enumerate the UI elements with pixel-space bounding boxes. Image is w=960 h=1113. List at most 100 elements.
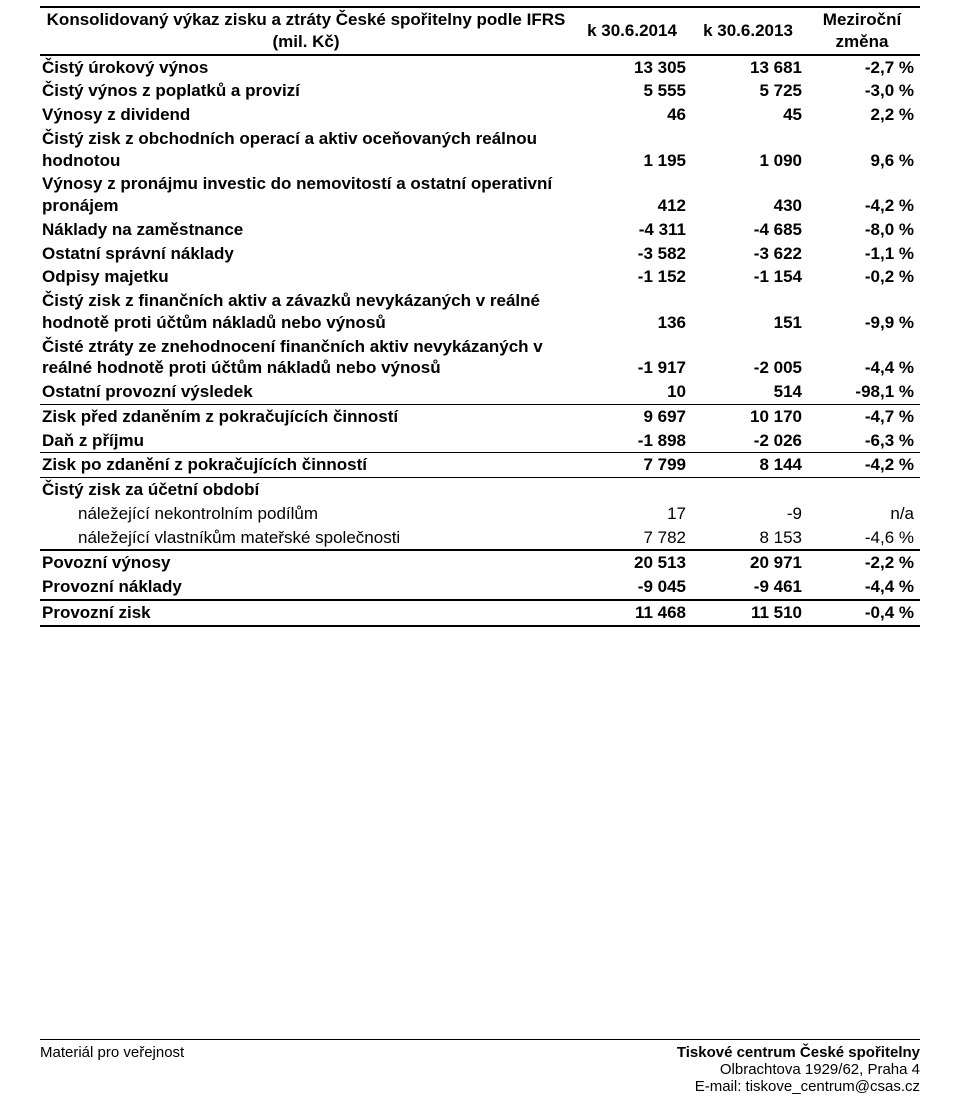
table-row: Čistý zisk z obchodních operací a aktiv … <box>40 127 920 173</box>
table-bottom-border <box>40 626 920 627</box>
row-value-2014: -1 898 <box>576 429 692 453</box>
row-value-2013: 13 681 <box>692 55 808 80</box>
row-value-2013: -1 154 <box>692 265 808 289</box>
row-value-change: -4,4 % <box>808 575 920 600</box>
footer-right-email: E-mail: tiskove_centrum@csas.cz <box>677 1078 920 1095</box>
row-label: náležející vlastníkům mateřské společnos… <box>40 526 576 551</box>
row-label: Výnosy z pronájmu investic do nemovitost… <box>40 172 576 218</box>
row-value-2014 <box>576 478 692 502</box>
row-value-2013: 45 <box>692 103 808 127</box>
row-label: Čistý úrokový výnos <box>40 55 576 80</box>
row-value-change: -4,2 % <box>808 453 920 478</box>
table-row: Povozní výnosy20 51320 971-2,2 % <box>40 550 920 575</box>
row-value-2014: -1 917 <box>576 335 692 381</box>
row-label: Zisk po zdanění z pokračujících činností <box>40 453 576 478</box>
row-value-2014: 13 305 <box>576 55 692 80</box>
row-value-2014: -1 152 <box>576 265 692 289</box>
header-title-line2: (mil. Kč) <box>272 32 339 51</box>
row-value-2014: 11 468 <box>576 600 692 626</box>
row-value-2013: -2 026 <box>692 429 808 453</box>
table-row: náležející nekontrolním podílům17-9n/a <box>40 502 920 526</box>
footer-left: Materiál pro veřejnost <box>40 1044 184 1095</box>
table-row: Čisté ztráty ze znehodnocení finančních … <box>40 335 920 381</box>
row-value-2013: -9 <box>692 502 808 526</box>
row-value-2013: 8 144 <box>692 453 808 478</box>
row-label: Ostatní správní náklady <box>40 242 576 266</box>
row-label: Zisk před zdaněním z pokračujících činno… <box>40 404 576 428</box>
footer-right-title: Tiskové centrum České spořitelny <box>677 1044 920 1061</box>
row-value-change: -2,2 % <box>808 550 920 575</box>
row-value-2014: 412 <box>576 172 692 218</box>
row-value-2014: 136 <box>576 289 692 335</box>
row-label: Odpisy majetku <box>40 265 576 289</box>
row-value-2014: 7 799 <box>576 453 692 478</box>
row-value-2014: 17 <box>576 502 692 526</box>
row-value-2014: -3 582 <box>576 242 692 266</box>
header-col-2013: k 30.6.2013 <box>692 7 808 55</box>
row-label: Provozní náklady <box>40 575 576 600</box>
row-value-change: -4,6 % <box>808 526 920 551</box>
header-title-line1: Konsolidovaný výkaz zisku a ztráty České… <box>47 10 566 29</box>
table-row: Zisk před zdaněním z pokračujících činno… <box>40 404 920 428</box>
table-row: Daň z příjmu-1 898-2 026-6,3 % <box>40 429 920 453</box>
row-value-2014: 7 782 <box>576 526 692 551</box>
row-label: Čistý výnos z poplatků a provizí <box>40 79 576 103</box>
row-value-2013: 11 510 <box>692 600 808 626</box>
row-value-2013: 8 153 <box>692 526 808 551</box>
table-row: Provozní zisk11 46811 510-0,4 % <box>40 600 920 626</box>
header-col-change-line1: Meziroční <box>823 10 901 29</box>
row-value-change: -8,0 % <box>808 218 920 242</box>
table-row: Zisk po zdanění z pokračujících činností… <box>40 453 920 478</box>
row-value-2014: 20 513 <box>576 550 692 575</box>
row-value-change: n/a <box>808 502 920 526</box>
header-col-change: Meziroční změna <box>808 7 920 55</box>
row-label: náležející nekontrolním podílům <box>40 502 576 526</box>
table-body: Čistý úrokový výnos13 30513 681-2,7 % Čis… <box>40 55 920 627</box>
row-value-2013: -2 005 <box>692 335 808 381</box>
row-value-change: -2,7 % <box>808 55 920 80</box>
page-footer: Materiál pro veřejnost Tiskové centrum Č… <box>40 1039 920 1095</box>
row-value-change: -0,2 % <box>808 265 920 289</box>
row-value-2013: -4 685 <box>692 218 808 242</box>
row-value-2014: 1 195 <box>576 127 692 173</box>
row-value-2013: 10 170 <box>692 404 808 428</box>
header-title: Konsolidovaný výkaz zisku a ztráty České… <box>40 7 576 55</box>
table-row: náležející vlastníkům mateřské společnos… <box>40 526 920 551</box>
row-label: Náklady na zaměstnance <box>40 218 576 242</box>
row-label: Povozní výnosy <box>40 550 576 575</box>
row-label: Provozní zisk <box>40 600 576 626</box>
table-row: Ostatní provozní výsledek10514-98,1 % <box>40 380 920 404</box>
row-value-2014: 46 <box>576 103 692 127</box>
table-row: Výnosy z pronájmu investic do nemovitost… <box>40 172 920 218</box>
row-label: Daň z příjmu <box>40 429 576 453</box>
row-value-2014: 9 697 <box>576 404 692 428</box>
row-value-2013: -3 622 <box>692 242 808 266</box>
row-label: Čisté ztráty ze znehodnocení finančních … <box>40 335 576 381</box>
table-row: Odpisy majetku-1 152-1 154-0,2 % <box>40 265 920 289</box>
row-label: Čistý zisk za účetní období <box>40 478 576 502</box>
table-row: Ostatní správní náklady-3 582-3 622-1,1 … <box>40 242 920 266</box>
row-value-change: -98,1 % <box>808 380 920 404</box>
row-value-2013: 430 <box>692 172 808 218</box>
row-value-2013: 5 725 <box>692 79 808 103</box>
header-col-2014: k 30.6.2014 <box>576 7 692 55</box>
row-value-change: -3,0 % <box>808 79 920 103</box>
row-value-2013: 1 090 <box>692 127 808 173</box>
income-statement-table: Konsolidovaný výkaz zisku a ztráty České… <box>40 6 920 627</box>
table-header-row: Konsolidovaný výkaz zisku a ztráty České… <box>40 7 920 55</box>
row-value-2013 <box>692 478 808 502</box>
row-value-change: -1,1 % <box>808 242 920 266</box>
footer-right: Tiskové centrum České spořitelny Olbrach… <box>677 1044 920 1095</box>
row-value-change: -6,3 % <box>808 429 920 453</box>
row-value-2013: 514 <box>692 380 808 404</box>
row-value-change: -4,7 % <box>808 404 920 428</box>
table-row: Čistý zisk za účetní období <box>40 478 920 502</box>
row-value-2013: 151 <box>692 289 808 335</box>
row-value-change: -9,9 % <box>808 289 920 335</box>
row-value-change <box>808 478 920 502</box>
row-value-2013: -9 461 <box>692 575 808 600</box>
footer-right-address: Olbrachtova 1929/62, Praha 4 <box>677 1061 920 1078</box>
row-value-2014: -9 045 <box>576 575 692 600</box>
table-row: Čistý zisk z finančních aktiv a závazků … <box>40 289 920 335</box>
table-row: Výnosy z dividend46452,2 % <box>40 103 920 127</box>
